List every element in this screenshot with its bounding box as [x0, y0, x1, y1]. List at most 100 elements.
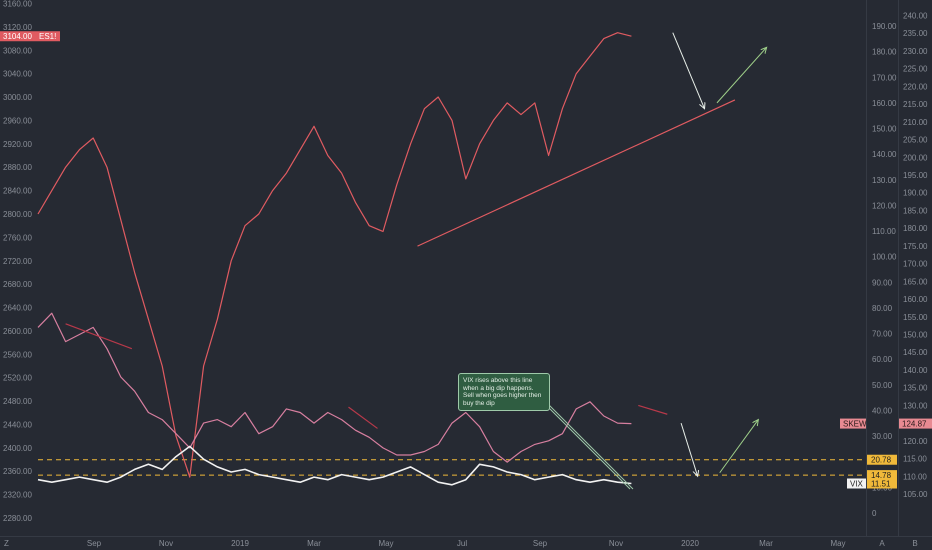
- arrows: [672, 32, 767, 477]
- vix-high-tag-value: 20.78: [871, 456, 892, 465]
- right-tick-label: 205.00: [903, 136, 928, 145]
- left-tick-label: 2720.00: [3, 257, 32, 266]
- right-tick-label: 165.00: [903, 277, 928, 286]
- series-vix-line: [37, 445, 632, 486]
- skew-price-value: 124.87: [902, 420, 927, 429]
- middle-tick-label: 120.00: [872, 201, 897, 210]
- time-axis-divider: [0, 536, 932, 537]
- left-tick-label: 2440.00: [3, 420, 32, 429]
- skew-price-tag: [899, 418, 932, 429]
- right-tick-label: 220.00: [903, 82, 928, 91]
- middle-tick-label: 70.00: [872, 330, 893, 339]
- left-tick-label: 2680.00: [3, 280, 32, 289]
- annotation-text: VIX rises above this line when a big dip…: [463, 377, 542, 407]
- x-tick-label: Mar: [759, 539, 773, 548]
- right-tick-label: 185.00: [903, 206, 928, 215]
- annotation-callout[interactable]: VIX rises above this line when a big dip…: [458, 373, 550, 411]
- axis-divider-1: [866, 0, 867, 536]
- left-tick-label: 2400.00: [3, 444, 32, 453]
- right-tick-label: 140.00: [903, 366, 928, 375]
- right-tick-label: 170.00: [903, 260, 928, 269]
- right-tick-label: 105.00: [903, 490, 928, 499]
- es-symbol: ES1!: [39, 32, 56, 41]
- left-tick-label: 3040.00: [3, 70, 32, 79]
- middle-tick-label: 0: [872, 509, 877, 518]
- x-tick-label: Mar: [307, 539, 321, 548]
- right-tick-label: 225.00: [903, 65, 928, 74]
- arrow-top-up: [716, 47, 767, 104]
- left-tick-label: 2320.00: [3, 491, 32, 500]
- skew-down-1-trendline: [65, 323, 133, 350]
- vix-price-tag: [867, 478, 897, 489]
- middle-tick-label: 130.00: [872, 176, 897, 185]
- left-tick-label: 2600.00: [3, 327, 32, 336]
- vix-high-tag: [867, 454, 897, 465]
- middle-tick-label: 80.00: [872, 304, 893, 313]
- x-tick-label: Jul: [457, 539, 467, 548]
- x-tick-label: Sep: [533, 539, 548, 548]
- x-tick-label: May: [830, 539, 845, 548]
- arrow-top-down: [672, 32, 705, 109]
- x-tick-label: May: [378, 539, 393, 548]
- vix-symbol: VIX: [850, 479, 864, 488]
- right-tick-label: 130.00: [903, 401, 928, 410]
- vix-low-tag: [867, 470, 897, 481]
- series-group: [37, 32, 632, 486]
- annotation-pointer: [539, 398, 631, 490]
- right-tick-label: 150.00: [903, 331, 928, 340]
- x-tick-label: Nov: [159, 539, 173, 548]
- middle-tick-label: 90.00: [872, 278, 893, 287]
- axis-footer-a: A: [879, 539, 885, 548]
- right-tick-label: 120.00: [903, 437, 928, 446]
- left-tick-label: 2280.00: [3, 514, 32, 523]
- trendlines: [65, 99, 736, 490]
- skew-symbol-tag: [840, 418, 866, 429]
- vix-symbol-tag: [847, 478, 866, 489]
- right-tick-label: 240.00: [903, 12, 928, 21]
- series-es1-line: [37, 32, 632, 478]
- right-tick-label: 195.00: [903, 171, 928, 180]
- series-skew-line: [37, 312, 632, 463]
- middle-tick-label: 30.00: [872, 432, 893, 441]
- es-support-trendline: [417, 99, 736, 247]
- vix-price-tag-value: 11.51: [871, 479, 891, 488]
- left-tick-label: 2920.00: [3, 140, 32, 149]
- left-tick-label: 2560.00: [3, 350, 32, 359]
- left-tick-label: 2520.00: [3, 374, 32, 383]
- middle-tick-label: 190.00: [872, 22, 897, 31]
- middle-tick-label: 60.00: [872, 355, 893, 364]
- x-axis: Sep Nov 2019 Mar May Jul Sep Nov 2020 Mar May Z A B: [4, 539, 918, 548]
- skew-symbol: SKEW: [843, 420, 867, 429]
- right-tick-label: 110.00: [903, 472, 927, 481]
- axis-footer-b: B: [912, 539, 917, 548]
- right-tick-label: 180.00: [903, 224, 928, 233]
- right-tick-label: 200.00: [903, 153, 928, 162]
- es-price-value: 3104.00: [3, 32, 32, 41]
- vix-low-tag-value: 14.78: [871, 471, 892, 480]
- es-price-tag: [0, 31, 60, 42]
- middle-tick-label: 40.00: [872, 406, 893, 415]
- x-tick-label: 2020: [681, 539, 699, 548]
- x-tick-label: Nov: [609, 539, 623, 548]
- left-tick-label: 3000.00: [3, 93, 32, 102]
- middle-tick-label: 180.00: [872, 48, 897, 57]
- middle-tick-label: 140.00: [872, 150, 897, 159]
- right-tick-label: 235.00: [903, 29, 928, 38]
- skew-down-2-trendline: [348, 406, 378, 429]
- left-tick-label: 3120.00: [3, 23, 32, 32]
- left-tick-label: 2840.00: [3, 187, 32, 196]
- grid-lines: [0, 0, 932, 537]
- right-tick-label: 175.00: [903, 242, 928, 251]
- left-axis: 3160.00 3120.00 3080.00 3040.00 3000.00 2960.…: [3, 0, 32, 523]
- middle-tick-label: 150.00: [872, 125, 897, 134]
- right-tick-label: 135.00: [903, 384, 928, 393]
- right-tick-label: 215.00: [903, 100, 928, 109]
- middle-tick-label: 170.00: [872, 73, 897, 82]
- right-tick-label: 230.00: [903, 47, 928, 56]
- axis-divider-2: [898, 0, 899, 536]
- vix-levels: [38, 459, 866, 476]
- right-tick-label: 160.00: [903, 295, 928, 304]
- x-tick-label: Sep: [87, 539, 102, 548]
